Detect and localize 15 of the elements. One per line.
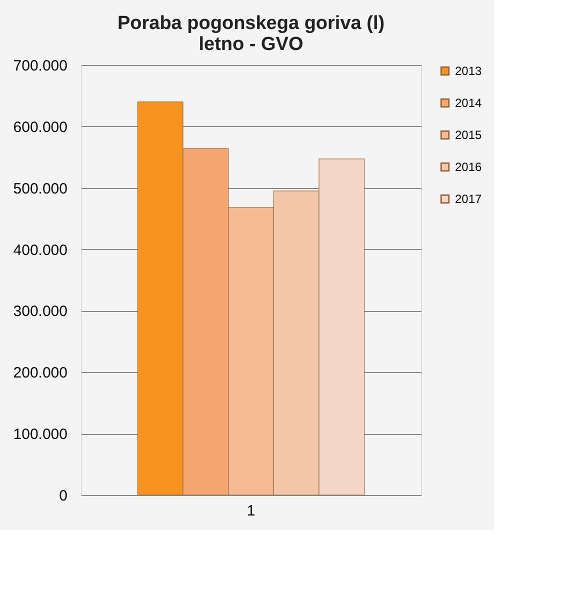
chart-title: Poraba pogonskega goriva (l) letno - GVO bbox=[117, 13, 385, 55]
y-tick-label: 700.000 bbox=[13, 58, 68, 74]
y-tick-label: 300.000 bbox=[13, 303, 68, 320]
legend-label: 2017 bbox=[455, 192, 482, 206]
y-tick-label: 0 bbox=[59, 488, 68, 504]
y-tick-label: 600.000 bbox=[13, 118, 68, 136]
y-tick-label: 400.000 bbox=[13, 242, 68, 259]
legend-label: 2016 bbox=[455, 160, 482, 174]
legend-label: 2013 bbox=[455, 64, 482, 78]
x-tick-label: 1 bbox=[246, 502, 256, 520]
y-tick-label: 500.000 bbox=[13, 180, 68, 198]
y-tick-label: 200.000 bbox=[13, 364, 68, 382]
legend-label: 2014 bbox=[455, 96, 482, 110]
legend-label: 2015 bbox=[455, 128, 482, 142]
y-tick-label: 100.000 bbox=[13, 426, 68, 444]
